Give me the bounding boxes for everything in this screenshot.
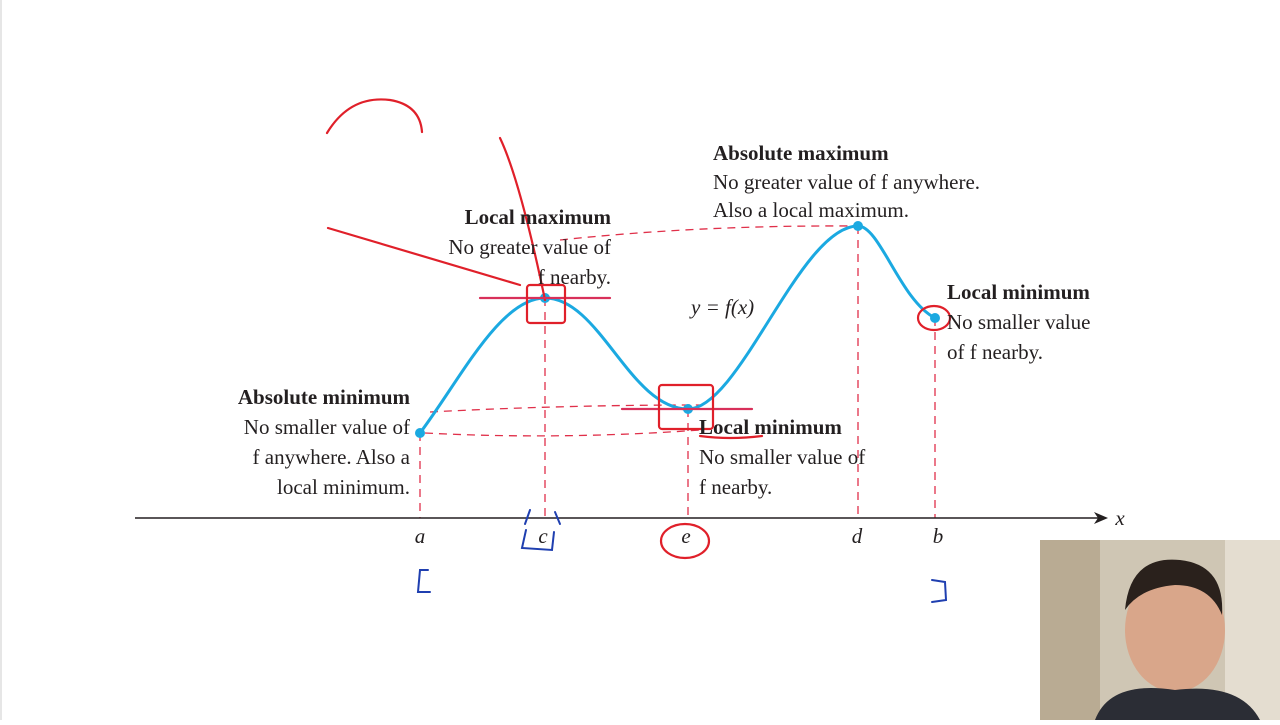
blue-marks (416, 509, 948, 603)
annotation-line: Also a local maximum. (713, 198, 909, 222)
guides (419, 225, 936, 518)
point-label: e (681, 524, 690, 548)
annotation-title: Local maximum (465, 205, 612, 229)
annotation-line: f anywhere. Also a (253, 445, 411, 469)
point-label: c (538, 524, 548, 548)
annotation-line: No smaller value of (244, 415, 410, 439)
points (415, 221, 940, 438)
annotation-title: Absolute maximum (713, 141, 889, 165)
axis-label: x (1114, 506, 1125, 530)
handwriting (325, 98, 952, 560)
annotation-line: No greater value of f anywhere. (713, 170, 980, 194)
point-label: a (415, 524, 426, 548)
annotation-line: local minimum. (277, 475, 410, 499)
annotation-line: of f nearby. (947, 340, 1043, 364)
point-label: b (933, 524, 944, 548)
annotation-line: f nearby. (699, 475, 772, 499)
annotation-line: No smaller value of (699, 445, 865, 469)
webcam (1040, 540, 1280, 720)
annotation-title: Local minimum (699, 415, 842, 439)
curve-label: y = f(x) (689, 295, 754, 319)
annotation-line: f nearby. (538, 265, 611, 289)
annotation-title: Absolute minimum (238, 385, 411, 409)
axis-arrow (1094, 512, 1108, 524)
annotation-title: Local minimum (947, 280, 1090, 304)
point-label: d (852, 524, 863, 548)
annotation-line: No smaller value (947, 310, 1090, 334)
annotation-line: No greater value of (448, 235, 611, 259)
